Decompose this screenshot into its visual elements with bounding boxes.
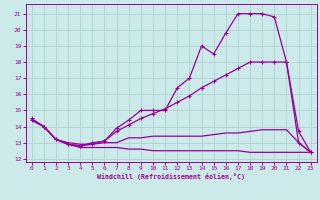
X-axis label: Windchill (Refroidissement éolien,°C): Windchill (Refroidissement éolien,°C) (97, 173, 245, 180)
